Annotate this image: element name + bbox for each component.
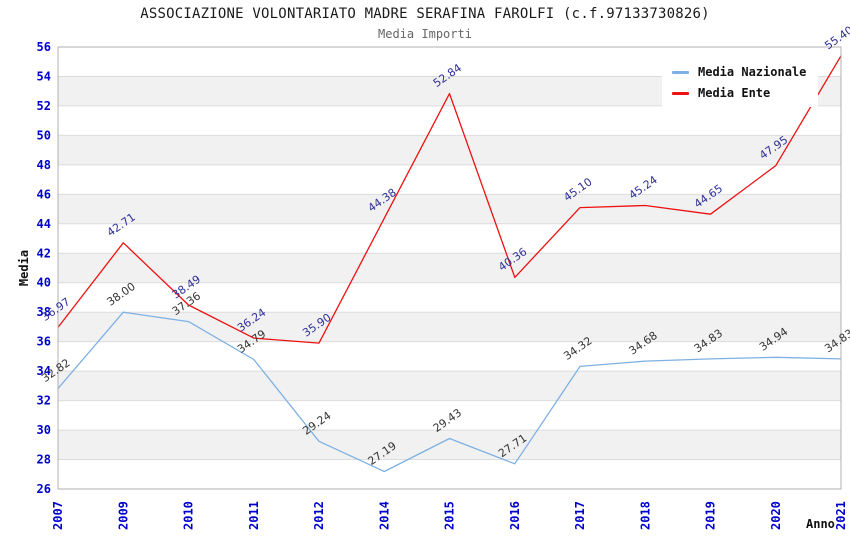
y-tick-label: 52 [37,99,51,113]
page-title: ASSOCIAZIONE VOLONTARIATO MADRE SERAFINA… [140,6,710,22]
x-axis-title: Anno [806,517,835,531]
y-tick-label: 40 [37,276,51,290]
y-tick-label: 56 [37,40,51,54]
plot-band [58,371,841,401]
x-tick-label: 2015 [443,501,457,530]
y-tick-label: 48 [37,158,51,172]
page-subtitle: Media Importi [378,27,472,41]
x-tick-label: 2009 [116,501,130,530]
x-tick-label: 2020 [769,501,783,530]
legend-item-media-ente: Media Ente [672,86,806,100]
x-tick-label: 2017 [573,501,587,530]
x-tick-label: 2011 [247,501,261,530]
x-tick-label: 2014 [377,501,391,530]
plot-band [58,253,841,283]
x-tick-label: 2010 [182,501,196,530]
legend-label: Media Nazionale [698,65,807,79]
x-tick-label: 2016 [508,501,522,530]
plot-band [58,459,841,489]
plot-band [58,105,841,136]
y-axis-title: Media [17,249,31,287]
plot-band [58,282,841,313]
plot-band [58,430,841,460]
x-tick-label: 2007 [51,501,65,530]
line-swatch-icon [672,91,689,95]
y-tick-label: 26 [37,482,51,496]
x-tick-label: 2019 [704,501,718,530]
series-line-media-ente [57,55,842,344]
x-tick-label: 2021 [834,501,848,530]
plot-band [58,400,841,431]
y-tick-label: 44 [37,217,51,231]
plot-border [57,46,842,490]
y-tick-label: 50 [37,128,51,142]
chart-legend: Media Nazionale Media Ente [662,58,819,107]
y-tick-label: 28 [37,453,51,467]
plot-band [58,135,841,165]
legend-item-media-nazionale: Media Nazionale [672,65,806,79]
legend-label: Media Ente [698,86,771,100]
x-tick-label: 2012 [312,501,326,530]
plot-band [58,223,841,254]
series-line-media-nazionale [57,311,842,473]
y-tick-label: 42 [37,246,51,260]
y-tick-label: 54 [37,69,51,83]
line-swatch-icon [672,70,689,74]
plot-band [58,341,841,372]
plot-band [58,312,841,342]
y-tick-label: 46 [37,187,51,201]
y-tick-label: 36 [37,335,51,349]
plot-band [58,194,841,224]
plot-band [58,164,841,195]
y-tick-label: 32 [37,394,51,408]
y-tick-label: 34 [37,364,51,378]
x-tick-label: 2018 [638,501,652,530]
y-tick-label: 30 [37,423,51,437]
y-tick-label: 38 [37,305,51,319]
